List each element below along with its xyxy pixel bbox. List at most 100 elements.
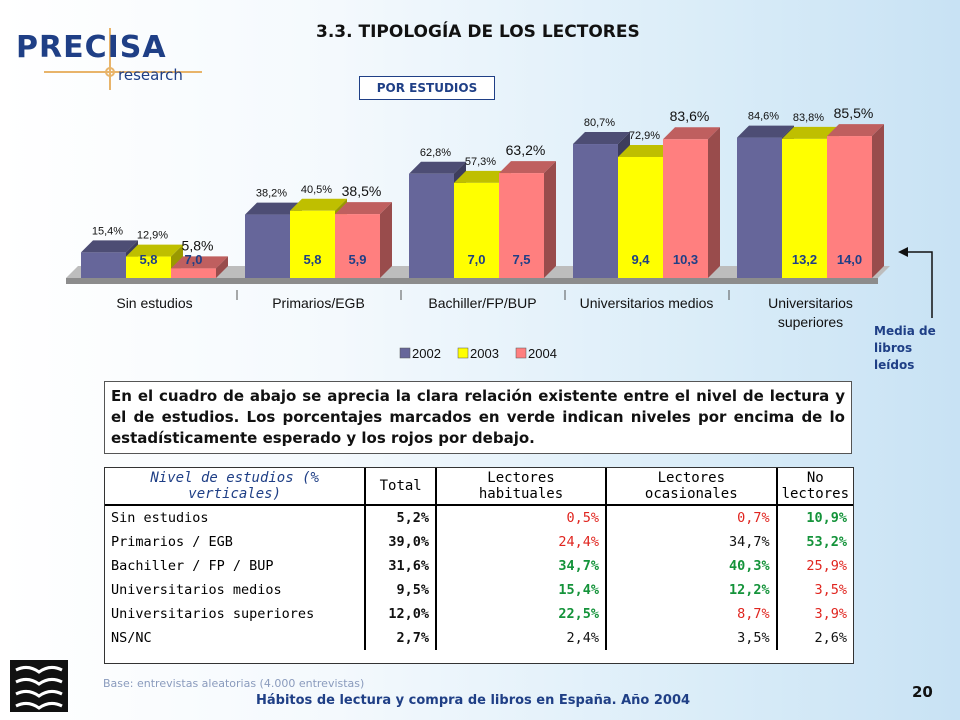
bar-top <box>335 202 392 215</box>
table-cell: 3,5% <box>605 626 778 650</box>
footnote: Base: entrevistas aleatorias (4.000 entr… <box>103 677 365 690</box>
chart-floor-edge <box>66 278 878 284</box>
table-cell: 34,7% <box>436 554 607 578</box>
bar-top <box>499 161 556 174</box>
table-cell: 8,7% <box>605 602 778 626</box>
data-label: 12,9% <box>137 230 168 242</box>
precisa-logo <box>44 28 202 90</box>
category-label: Sin estudios <box>116 295 192 311</box>
logo-text: PRECISA <box>16 30 167 65</box>
footer-text: Hábitos de lectura y compra de libros en… <box>256 693 691 708</box>
bar-2004-0 <box>171 268 216 278</box>
legend-label: 2002 <box>412 346 441 361</box>
category-label: superiores <box>778 314 843 330</box>
table-header-cell: Lectores habituales <box>436 468 607 506</box>
table-cell: 5,2% <box>365 505 438 530</box>
legend-swatch-2002 <box>399 347 411 359</box>
bar-2002-0 <box>81 252 126 278</box>
table-cell: 34,7% <box>605 530 778 554</box>
table-cell: 31,6% <box>365 554 438 578</box>
category-label: Universitarios medios <box>580 295 714 311</box>
bar-top <box>663 127 720 140</box>
bar-side <box>544 161 556 278</box>
bar-2003-0 <box>126 256 171 278</box>
bar-2004-1 <box>335 214 380 278</box>
books-label: 13,2 <box>792 252 817 267</box>
books-label: 7,0 <box>184 252 202 267</box>
bar-top <box>171 256 228 269</box>
bar-top <box>245 202 302 215</box>
bar-2003-4 <box>782 138 827 278</box>
table-header-row: Nivel de estudios (% verticales) Total L… <box>105 468 853 506</box>
data-label: 15,4% <box>92 225 123 237</box>
table-cell: 0,7% <box>605 505 778 530</box>
row-label: Primarios / EGB <box>105 530 367 554</box>
table-cell: 12,2% <box>605 578 778 602</box>
table-row: Bachiller / FP / BUP 31,6% 34,7% 40,3% 25,9% <box>105 554 853 578</box>
bar-side <box>380 202 392 278</box>
data-label: 38,5% <box>342 183 382 199</box>
legend-label: 2004 <box>528 346 557 361</box>
table-row: NS/NC 2,7% 2,4% 3,5% 2,6% <box>105 626 853 650</box>
bar-top <box>827 124 884 137</box>
book-logo-icon <box>10 660 68 712</box>
bar-2003-2 <box>454 182 499 278</box>
table-cell: 12,0% <box>365 602 438 626</box>
books-label: 14,0 <box>837 252 862 267</box>
bar-2003-1 <box>290 210 335 278</box>
table-cell: 9,5% <box>365 578 438 602</box>
data-label: 83,6% <box>670 108 710 124</box>
bar-top <box>782 126 839 139</box>
annotation-arrowhead <box>898 247 908 257</box>
books-label: 5,8 <box>139 252 157 267</box>
category-label: Bachiller/FP/BUP <box>428 295 536 311</box>
books-label: 9,4 <box>631 252 650 267</box>
table-cell: 15,4% <box>436 578 607 602</box>
bar-2004-2 <box>499 173 544 278</box>
table-header-cell: Total <box>365 468 438 506</box>
media-annotation: Media de libros leídos <box>874 324 936 372</box>
data-label: 72,9% <box>629 130 660 142</box>
bar-side <box>216 256 228 278</box>
bar-2004-4 <box>827 136 872 278</box>
table-cell: 3,9% <box>814 606 847 622</box>
bar-2002-2 <box>409 173 454 278</box>
category-label: Universitarios <box>768 295 853 311</box>
data-label: 85,5% <box>834 105 874 121</box>
row-label: Universitarios superiores <box>105 602 367 626</box>
table-cell: 24,4% <box>436 530 607 554</box>
row-label: NS/NC <box>105 626 367 650</box>
table-header-cell: Nivel de estudios (% verticales) <box>105 468 367 506</box>
bar-2003-3 <box>618 156 663 278</box>
table-row: Primarios / EGB 39,0% 24,4% 34,7% 53,2% <box>105 530 853 554</box>
bar-2004-3 <box>663 139 708 278</box>
data-label: 84,6% <box>748 111 779 123</box>
table-cell: 2,4% <box>436 626 607 650</box>
data-label: 40,5% <box>301 184 332 196</box>
bar-top <box>290 198 347 211</box>
bar-top <box>573 132 630 145</box>
row-label: Universitarios medios <box>105 578 367 602</box>
data-label: 63,2% <box>506 142 546 158</box>
table-cell: 3,5% <box>814 582 847 598</box>
table-cell: 2,7% <box>365 626 438 650</box>
books-label: 5,8 <box>303 252 321 267</box>
table-cell: 0,5% <box>436 505 607 530</box>
table-cell: 2,6% <box>814 630 847 646</box>
table-cell: 22,5% <box>436 602 607 626</box>
bar-top <box>737 125 794 138</box>
books-label: 10,3 <box>673 252 698 267</box>
books-label: 5,9 <box>348 252 366 267</box>
legend-label: 2003 <box>470 346 499 361</box>
bar-top <box>126 244 183 257</box>
logo-subtext: research <box>118 66 183 84</box>
data-label: 62,8% <box>420 147 451 159</box>
table-cell: 10,9% <box>806 510 847 526</box>
bar-2002-4 <box>737 137 782 278</box>
summary-text: En el cuadro de abajo se aprecia la clar… <box>104 381 852 454</box>
row-label: Sin estudios <box>105 505 367 530</box>
table-header-cell: No lectores <box>776 468 853 506</box>
bar-top <box>454 170 511 183</box>
data-label: 57,3% <box>465 156 496 168</box>
